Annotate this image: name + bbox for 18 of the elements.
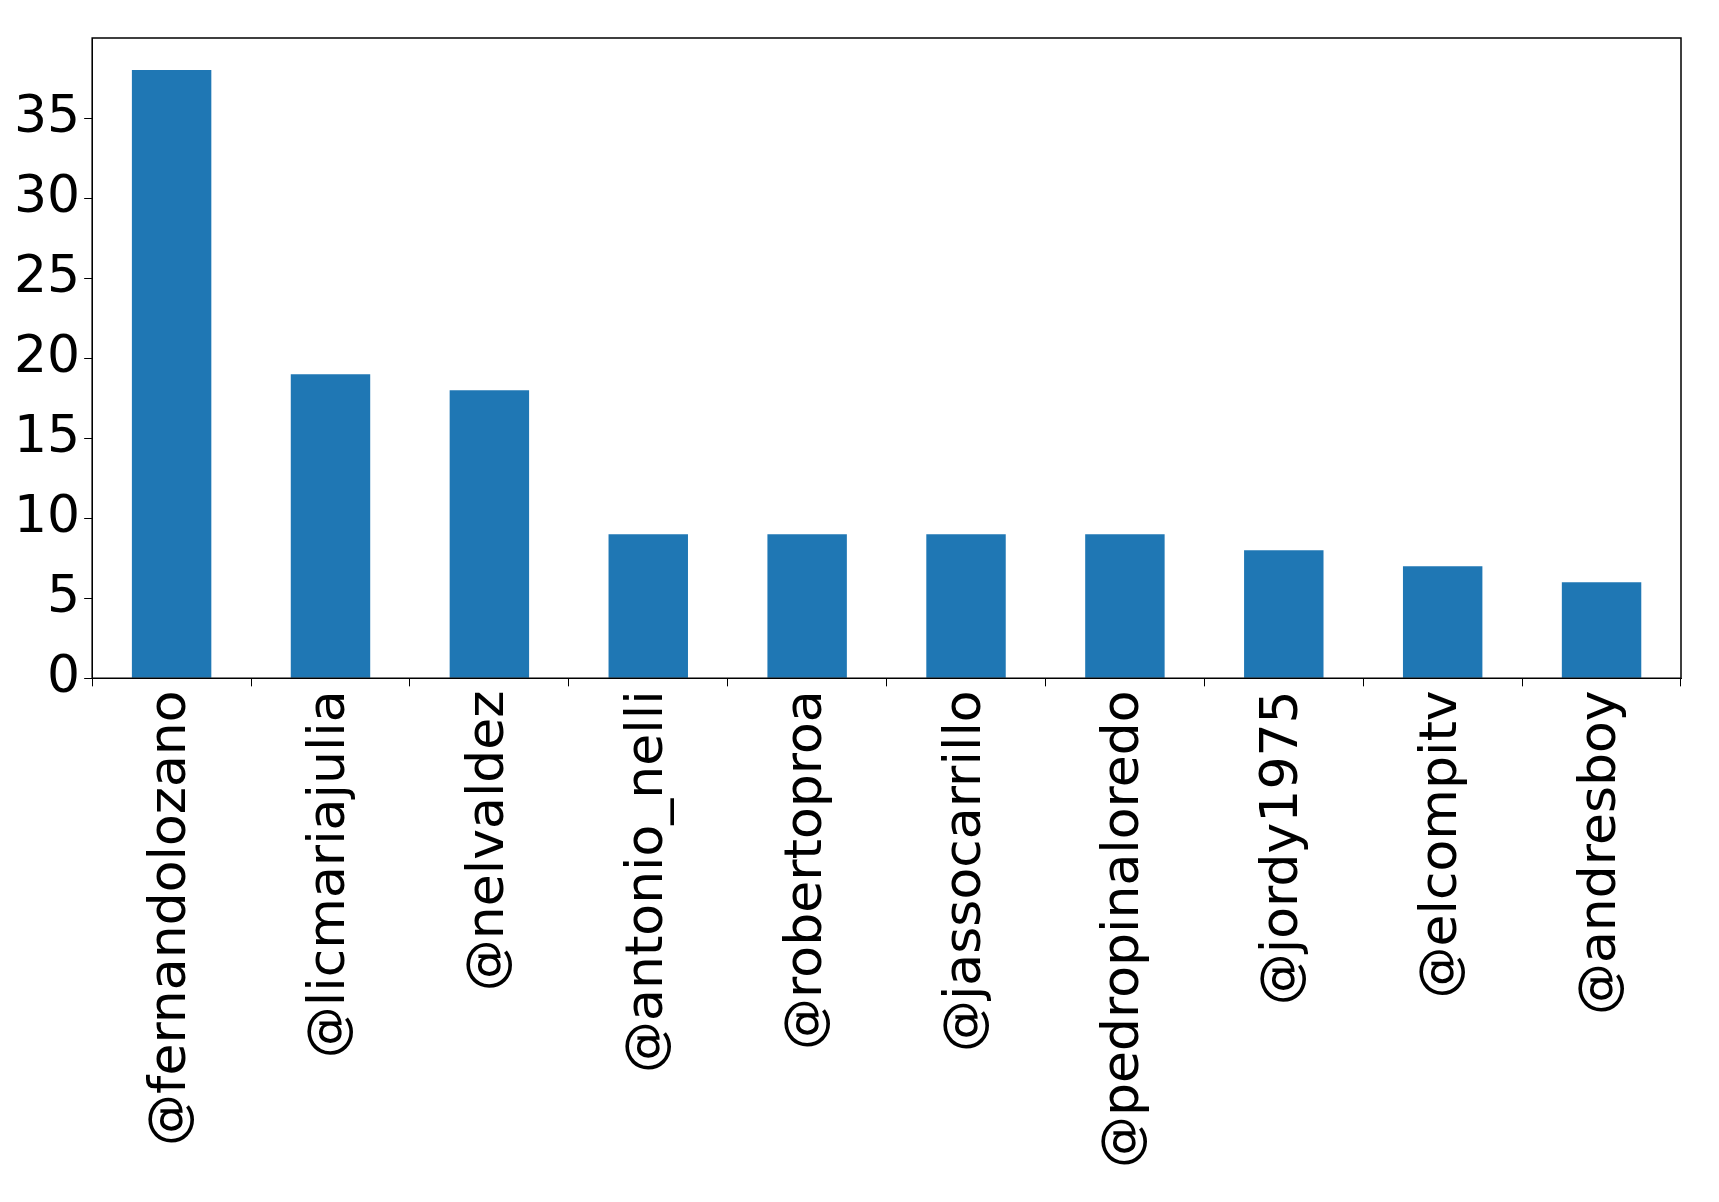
- x-tick-label: @licmariajulia: [296, 690, 357, 1059]
- y-tick-label: 5: [47, 563, 81, 624]
- x-tick-label: @elcompitv: [1408, 690, 1469, 999]
- y-tick-label: 10: [14, 483, 81, 544]
- x-tick-label: @jassocarrillo: [931, 690, 992, 1053]
- x-tick-label: @robertoproa: [772, 690, 833, 1050]
- y-tick-label: 35: [14, 83, 81, 144]
- y-tick-label: 25: [14, 243, 81, 304]
- x-tick-label: @antonio_nelli: [613, 690, 674, 1073]
- y-tick-label: 15: [14, 403, 81, 464]
- y-tick-label: 20: [14, 323, 81, 384]
- x-tick-label: @andresboy: [1567, 690, 1628, 1016]
- x-tick-label: @jordy1975: [1249, 690, 1310, 1006]
- x-tick-label: @nelvaldez: [454, 690, 515, 992]
- x-tick-label: @pedropinaloredo: [1090, 690, 1151, 1169]
- y-tick-label: 30: [14, 163, 81, 224]
- y-tick-label: 0: [47, 643, 81, 704]
- x-tick-label: @fernandolozano: [137, 690, 198, 1146]
